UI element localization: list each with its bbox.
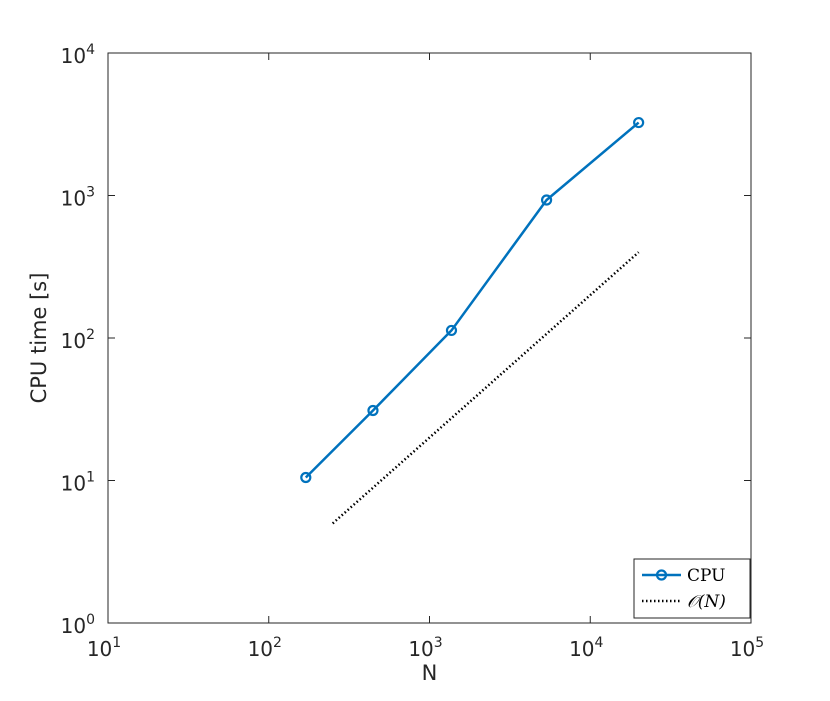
cpu-data-point	[300, 471, 312, 484]
series-layer	[300, 116, 645, 525]
cpu-data-point	[540, 194, 553, 206]
x-axis-ticks: 101 102 103 104 105	[87, 53, 764, 661]
cpu-series-line	[304, 121, 640, 479]
x-tick-label: 105	[730, 635, 764, 661]
x-tick-label: 102	[248, 635, 282, 661]
legend-cpu-marker	[655, 569, 668, 581]
cpu-data-point	[367, 404, 379, 417]
y-tick-label: 101	[61, 470, 95, 496]
cpu-data-point	[633, 116, 645, 129]
legend-box	[633, 558, 751, 619]
y-axis-ticks: 100 101 102 103 104	[61, 42, 751, 638]
cpu-data-point	[445, 324, 458, 337]
x-tick-label: 104	[569, 635, 603, 661]
y-tick-label: 104	[61, 42, 95, 68]
legend: CPU 𝒪(N)	[633, 558, 751, 619]
y-tick-label: 103	[61, 185, 95, 211]
legend-cpu-label: CPU	[687, 566, 725, 586]
y-tick-label: 100	[61, 612, 95, 638]
legend-on-label: 𝒪(N)	[687, 592, 726, 612]
x-axis-label: N	[422, 661, 438, 685]
plot-area	[107, 52, 752, 624]
y-axis-label: CPU time [s]	[27, 273, 51, 404]
x-tick-label: 101	[87, 635, 121, 661]
on-reference-line	[331, 251, 640, 525]
x-tick-label: 103	[408, 635, 442, 661]
y-tick-label: 102	[61, 327, 95, 353]
